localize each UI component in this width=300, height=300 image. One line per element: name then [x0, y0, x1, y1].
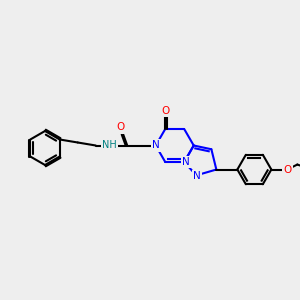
Text: N: N — [194, 171, 201, 182]
Text: N: N — [152, 140, 160, 151]
Text: O: O — [117, 122, 125, 133]
Text: N: N — [182, 157, 190, 167]
Text: O: O — [161, 106, 169, 116]
Text: O: O — [283, 164, 292, 175]
Text: NH: NH — [102, 140, 117, 151]
Text: N: N — [152, 140, 160, 151]
